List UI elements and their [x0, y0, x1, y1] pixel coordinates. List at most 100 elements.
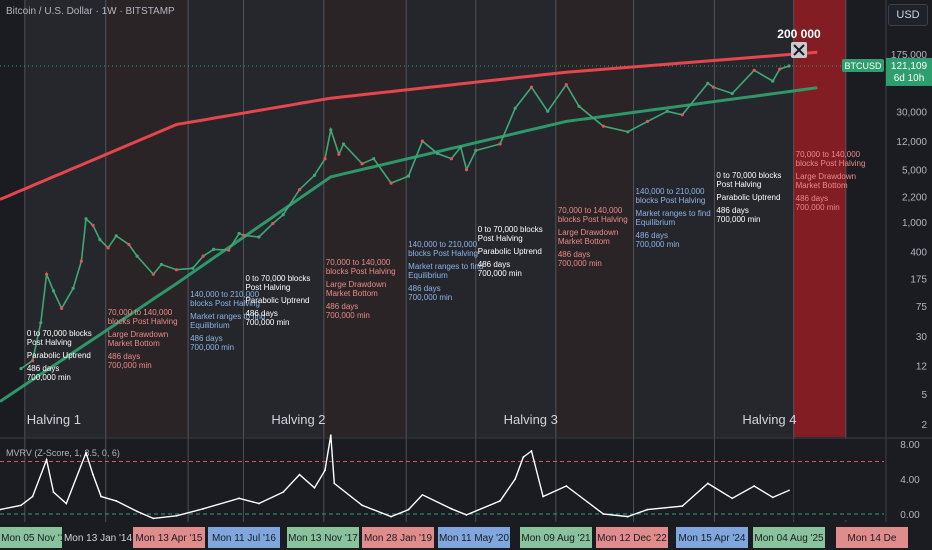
phase-annotation-line: 0 to 70,000 blocks: [245, 274, 310, 283]
phase-annotation-line: 486 days: [716, 206, 748, 215]
phase-annotation-line: Equilibrium: [408, 271, 448, 280]
time-axis-label: Mon 13 Apr '15: [136, 533, 203, 544]
phase-annotation-line: Market Bottom: [796, 181, 848, 190]
price-point: [372, 157, 376, 161]
phase-annotation-line: blocks Post Halving: [326, 267, 396, 276]
time-axis-badge: [596, 527, 668, 548]
time-axis-badge: [753, 527, 825, 548]
mvrv-point: [0, 508, 1, 511]
phase-annotation-line: Post Halving: [245, 283, 290, 292]
phase-background: [323, 0, 407, 437]
price-axis-tick-label: 175: [910, 275, 927, 286]
mvrv-point: [31, 495, 34, 498]
phase-annotation-line: Equilibrium: [190, 321, 230, 330]
phase-annotation-line: blocks Post Halving: [558, 215, 628, 224]
phase-annotation-line: 140,000 to 210,000: [190, 290, 260, 299]
price-point: [237, 231, 241, 236]
price-point: [174, 268, 179, 272]
price-point: [626, 130, 630, 134]
price-axis-tick-label: 12,000: [896, 137, 927, 148]
mvrv-point: [681, 505, 684, 507]
phase-annotation-line: 70,000 to 140,000: [558, 206, 623, 215]
phase-annotation-line: Market ranges to find: [408, 262, 483, 271]
currency-button[interactable]: USD: [888, 4, 928, 26]
mvrv-point: [313, 486, 316, 489]
time-axis-badge: [520, 527, 592, 548]
price-axis-background: [886, 0, 932, 550]
countdown-label: 6d 10h: [894, 73, 925, 84]
phase-annotation-line: 486 days: [190, 334, 222, 343]
mvrv-point: [152, 517, 155, 520]
mvrv-point: [85, 451, 87, 454]
price-point: [730, 91, 734, 96]
last-price-label: 121,109: [891, 61, 928, 72]
price-point: [712, 85, 716, 89]
phase-annotation-line: Market ranges to find: [190, 312, 265, 321]
mvrv-point: [565, 485, 568, 487]
phase-annotation-line: Market ranges to find: [636, 209, 711, 218]
phase-annotation-line: Parabolic Uptrend: [478, 247, 542, 256]
mvrv-point: [646, 508, 649, 511]
price-point: [30, 359, 35, 363]
mvrv-point: [421, 493, 424, 496]
mvrv-point: [45, 458, 48, 461]
price-point: [337, 152, 341, 156]
price-axis-tick-label: 12: [916, 362, 928, 373]
price-axis-tick-label: 30,000: [896, 107, 927, 118]
phase-annotation-line: 700,000 min: [478, 269, 522, 278]
phase-background: [24, 0, 106, 437]
mvrv-point: [92, 473, 94, 476]
phase-annotation-line: 486 days: [636, 231, 668, 240]
phase-background: [188, 0, 244, 437]
phase-annotation-line: 486 days: [796, 194, 828, 203]
phase-annotation-line: 700,000 min: [245, 318, 289, 327]
mvrv-point: [136, 510, 139, 513]
mvrv-axis-tick-label: 4.00: [900, 475, 920, 486]
price-point: [159, 262, 163, 267]
projection-zone: [793, 0, 846, 437]
phase-background: [406, 0, 476, 437]
phase-annotation-line: Post Halving: [478, 234, 523, 243]
price-point: [79, 259, 83, 263]
price-point: [39, 321, 43, 325]
time-axis-badge: [133, 527, 205, 548]
time-axis-badge: [362, 527, 434, 548]
phase-annotation-line: 700,000 min: [636, 240, 680, 249]
phase-annotation-line: Parabolic Uptrend: [716, 193, 780, 202]
mvrv-point: [65, 502, 68, 505]
price-point: [645, 119, 650, 123]
mvrv-point: [753, 485, 756, 487]
price-point: [680, 113, 684, 117]
phase-annotation-line: 70,000 to 140,000: [796, 150, 861, 159]
mvrv-point: [626, 515, 629, 518]
price-point: [360, 162, 364, 166]
time-axis-label: Mon 11 May '20: [439, 533, 510, 544]
price-point: [665, 109, 669, 113]
symbol-badge-label: BTCUSD: [844, 61, 882, 71]
phase-annotation-line: 700,000 min: [108, 361, 152, 370]
price-point: [752, 68, 756, 72]
symbol-badge: [842, 58, 884, 72]
time-axis-badge: [287, 527, 359, 548]
phase-annotation-line: 70,000 to 140,000: [326, 258, 391, 267]
phase-background: [243, 0, 324, 437]
price-point: [601, 124, 606, 128]
halving-label: Halving 1: [27, 412, 81, 427]
price-point: [706, 81, 710, 85]
price-point: [151, 272, 155, 276]
time-axis-badge: [62, 527, 134, 548]
mvrv-point: [499, 500, 501, 502]
price-axis-tick-label: 5: [921, 390, 927, 401]
mvrv-point: [542, 495, 544, 498]
price-point: [51, 289, 56, 293]
phase-annotation-line: 70,000 to 140,000: [108, 308, 173, 317]
phase-annotation-line: 140,000 to 210,000: [408, 240, 478, 249]
time-axis-label: Mon 09 Aug '21: [521, 533, 591, 544]
price-point: [459, 145, 463, 149]
mvrv-point: [238, 497, 241, 500]
time-axis-label: Mon 04 Aug '25: [754, 533, 824, 544]
price-point: [312, 173, 317, 177]
chart-title: Bitcoin / U.S. Dollar · 1W · BITSTAMP: [6, 6, 175, 17]
phase-annotation-line: Parabolic Uptrend: [245, 296, 309, 305]
